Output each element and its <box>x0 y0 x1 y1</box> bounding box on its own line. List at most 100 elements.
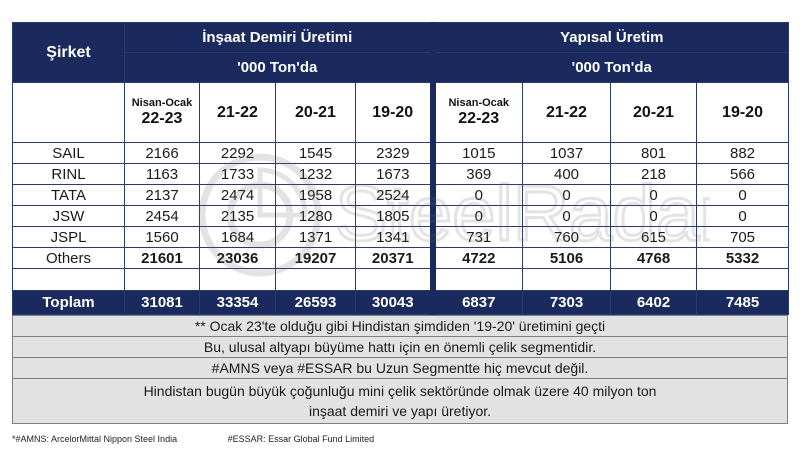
structural-year-header: 19-20 <box>695 82 790 143</box>
rebar-value: 1545 <box>275 142 356 164</box>
header-row-groups: Şirket İnşaat Demiri Üretimi Yapısal Üre… <box>12 22 790 83</box>
rebar-value: 1341 <box>355 226 433 248</box>
year-header-row: Nisan-Ocak 22-23 21-22 20-21 19-20 Nisan-… <box>12 82 790 143</box>
note-amns-essar: #AMNS veya #ESSAR bu Uzun Segmentte hiç … <box>12 357 788 379</box>
rebar-value: 1958 <box>275 184 356 206</box>
rebar-production-header: İnşaat Demiri Üretimi <box>124 22 433 53</box>
rebar-value: 19207 <box>275 247 356 269</box>
rebar-value: 2135 <box>199 205 276 227</box>
structural-value: 400 <box>522 163 611 185</box>
total-row: Toplam 31081 33354 26593 30043 6837 7303… <box>12 290 790 315</box>
rebar-value: 1733 <box>199 163 276 185</box>
rebar-value: 2524 <box>355 184 433 206</box>
rebar-value: 2474 <box>199 184 276 206</box>
structural-unit-header: '000 Ton'da <box>429 52 790 83</box>
structural-value: 0 <box>522 205 611 227</box>
structural-value: 5332 <box>695 247 790 269</box>
structural-value: 760 <box>522 226 611 248</box>
structural-value: 0 <box>610 205 697 227</box>
rebar-value: 1560 <box>124 226 200 248</box>
rebar-year-header: Nisan-Ocak 22-23 <box>124 82 200 143</box>
note-capacity-line-1: Hindistan bugün büyük çoğunluğu mini çel… <box>143 383 657 399</box>
rebar-value: 2137 <box>124 184 200 206</box>
structural-total: 6837 <box>429 290 523 315</box>
rebar-total: 30043 <box>355 290 433 315</box>
structural-value: 0 <box>429 184 523 206</box>
structural-value: 1037 <box>522 142 611 164</box>
structural-production-header: Yapısal Üretim <box>429 22 790 53</box>
structural-total: 7485 <box>695 290 790 315</box>
table-row: TATA 2137 2474 1958 2524 0 0 0 0 <box>12 184 790 206</box>
rebar-value: 1280 <box>275 205 356 227</box>
production-table-container: Şirket İnşaat Demiri Üretimi Yapısal Üre… <box>12 22 790 424</box>
company-name: TATA <box>12 184 125 206</box>
company-name: RINL <box>12 163 125 185</box>
structural-value: 218 <box>610 163 697 185</box>
rebar-year-header: 21-22 <box>199 82 276 143</box>
rebar-total: 31081 <box>124 290 200 315</box>
structural-year-header: 20-21 <box>610 82 697 143</box>
structural-value: 369 <box>429 163 523 185</box>
structural-value: 0 <box>610 184 697 206</box>
company-name: JSW <box>12 205 125 227</box>
rebar-value: 2292 <box>199 142 276 164</box>
structural-value: 4722 <box>429 247 523 269</box>
structural-value: 566 <box>695 163 790 185</box>
structural-year-header: Nisan-Ocak 22-23 <box>429 82 523 143</box>
rebar-year-header: 19-20 <box>355 82 433 143</box>
structural-value: 5106 <box>522 247 611 269</box>
company-column-header: Şirket <box>12 22 125 83</box>
rebar-value: 1684 <box>199 226 276 248</box>
rebar-value: 1673 <box>355 163 433 185</box>
rebar-value: 1232 <box>275 163 356 185</box>
rebar-value: 1163 <box>124 163 200 185</box>
header-row-units: '000 Ton'da '000 Ton'da <box>12 52 790 83</box>
rebar-value: 2454 <box>124 205 200 227</box>
footnote-amns: *#AMNS: ArcelorMittal Nippon Steel India <box>12 434 178 444</box>
rebar-value: 2329 <box>355 142 433 164</box>
note-surpassed: ** Ocak 23'te olduğu gibi Hindistan şimd… <box>12 315 788 337</box>
notes-table: ** Ocak 23'te olduğu gibi Hindistan şimd… <box>12 315 788 424</box>
footnotes: *#AMNS: ArcelorMittal Nippon Steel India… <box>12 434 422 444</box>
rebar-value: 23036 <box>199 247 276 269</box>
rebar-value: 1371 <box>275 226 356 248</box>
structural-value: 1015 <box>429 142 523 164</box>
structural-value: 882 <box>695 142 790 164</box>
rebar-total: 26593 <box>275 290 356 315</box>
structural-value: 801 <box>610 142 697 164</box>
company-name: SAIL <box>12 142 125 164</box>
table-row: RINL 1163 1733 1232 1673 369 400 218 566 <box>12 163 790 185</box>
structural-total: 7303 <box>522 290 611 315</box>
note-capacity: Hindistan bugün büyük çoğunluğu mini çel… <box>12 378 788 424</box>
rebar-total: 33354 <box>199 290 276 315</box>
rebar-unit-header: '000 Ton'da <box>124 52 433 83</box>
company-name: Others <box>12 247 125 269</box>
total-label: Toplam <box>12 290 125 315</box>
rebar-year-header: 20-21 <box>275 82 356 143</box>
rebar-value: 21601 <box>124 247 200 269</box>
structural-value: 0 <box>695 205 790 227</box>
year-header-blank <box>12 82 125 143</box>
rebar-value: 2166 <box>124 142 200 164</box>
production-table: Şirket İnşaat Demiri Üretimi Yapısal Üre… <box>12 22 790 315</box>
structural-value: 0 <box>522 184 611 206</box>
structural-value: 731 <box>429 226 523 248</box>
structural-value: 4768 <box>610 247 697 269</box>
table-row: Others 21601 23036 19207 20371 4722 5106… <box>12 247 790 269</box>
structural-value: 0 <box>695 184 790 206</box>
structural-total: 6402 <box>610 290 697 315</box>
structural-year-header: 21-22 <box>522 82 611 143</box>
note-segment-importance: Bu, ulusal altyapı büyüme hattı için en … <box>12 336 788 358</box>
footnote-essar: #ESSAR: Essar Global Fund Limited <box>227 434 375 444</box>
rebar-value: 1805 <box>355 205 433 227</box>
table-row: JSPL 1560 1684 1371 1341 731 760 615 705 <box>12 226 790 248</box>
structural-value: 615 <box>610 226 697 248</box>
spacer-row <box>12 268 790 291</box>
company-name: JSPL <box>12 226 125 248</box>
structural-value: 705 <box>695 226 790 248</box>
table-row: JSW 2454 2135 1280 1805 0 0 0 0 <box>12 205 790 227</box>
rebar-value: 20371 <box>355 247 433 269</box>
note-capacity-line-2: inşaat demiri ve yapı üretiyor. <box>308 403 492 419</box>
table-row: SAIL 2166 2292 1545 2329 1015 1037 801 8… <box>12 142 790 164</box>
structural-value: 0 <box>429 205 523 227</box>
